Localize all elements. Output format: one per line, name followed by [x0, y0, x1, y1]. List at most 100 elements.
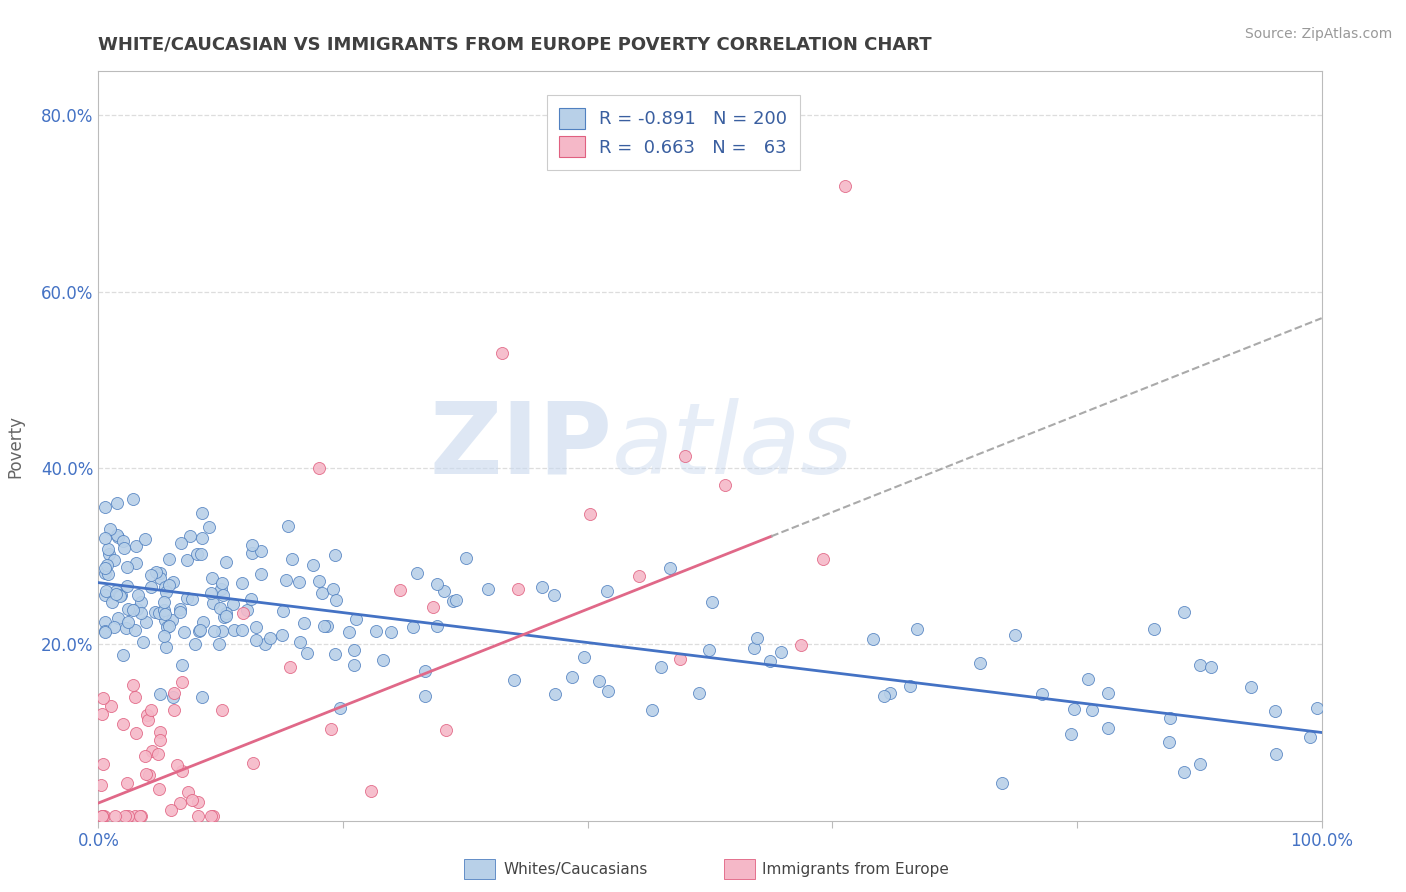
- Point: [208, 637, 231, 651]
- Point: [90, 778, 112, 792]
- Point: [149, 566, 172, 580]
- Point: [135, 615, 157, 629]
- Point: [295, 646, 318, 660]
- Point: [277, 519, 299, 533]
- Point: [1188, 658, 1211, 673]
- Point: [572, 650, 595, 665]
- Point: [1306, 700, 1329, 714]
- Point: [157, 552, 180, 566]
- Point: [108, 589, 131, 603]
- Point: [444, 593, 467, 607]
- Point: [236, 603, 259, 617]
- Point: [128, 809, 150, 823]
- Point: [1004, 628, 1026, 642]
- Point: [172, 764, 194, 779]
- Point: [433, 583, 456, 598]
- Point: [136, 713, 159, 727]
- Point: [288, 634, 311, 648]
- Point: [389, 582, 412, 597]
- Point: [1031, 687, 1053, 701]
- Point: [1059, 727, 1081, 741]
- Text: Source: ZipAtlas.com: Source: ZipAtlas.com: [1244, 27, 1392, 41]
- Point: [190, 624, 212, 638]
- Point: [103, 553, 125, 567]
- Point: [201, 571, 224, 585]
- Point: [673, 449, 696, 463]
- Point: [360, 783, 382, 797]
- Point: [222, 623, 245, 637]
- Point: [115, 776, 138, 790]
- Point: [180, 591, 202, 606]
- Point: [239, 591, 262, 606]
- Point: [598, 684, 620, 698]
- Point: [422, 599, 444, 614]
- Point: [308, 574, 330, 588]
- Point: [245, 633, 267, 648]
- Point: [103, 620, 125, 634]
- Point: [179, 529, 201, 543]
- Point: [1159, 711, 1181, 725]
- Point: [834, 178, 856, 193]
- Point: [215, 608, 238, 623]
- Point: [125, 602, 148, 616]
- Point: [93, 615, 115, 629]
- Point: [215, 606, 238, 620]
- Point: [134, 749, 156, 764]
- Point: [1081, 703, 1104, 717]
- Point: [191, 531, 214, 545]
- Y-axis label: Poverty: Poverty: [7, 415, 24, 477]
- Point: [166, 757, 188, 772]
- Point: [111, 716, 134, 731]
- Point: [530, 580, 553, 594]
- Point: [415, 664, 437, 678]
- Point: [543, 588, 565, 602]
- Point: [201, 596, 224, 610]
- Point: [544, 688, 567, 702]
- Point: [107, 611, 129, 625]
- Point: [294, 616, 316, 631]
- Legend: R = -0.891   N = 200, R =  0.663   N =   63: R = -0.891 N = 200, R = 0.663 N = 63: [547, 95, 800, 169]
- Point: [222, 597, 245, 611]
- Point: [169, 605, 191, 619]
- Point: [344, 612, 367, 626]
- Point: [191, 615, 214, 630]
- Point: [157, 619, 180, 633]
- Point: [170, 675, 193, 690]
- Point: [688, 686, 710, 700]
- Point: [139, 580, 162, 594]
- Point: [322, 582, 344, 596]
- Point: [111, 533, 134, 548]
- Point: [93, 531, 115, 545]
- Point: [198, 519, 221, 533]
- Point: [426, 576, 449, 591]
- Point: [98, 522, 121, 536]
- Point: [1264, 704, 1286, 718]
- Point: [105, 527, 128, 541]
- Point: [139, 568, 162, 582]
- Point: [302, 558, 325, 572]
- Point: [898, 679, 921, 693]
- Point: [627, 569, 650, 583]
- Point: [160, 614, 183, 628]
- Point: [162, 690, 184, 704]
- Text: ZIP: ZIP: [429, 398, 612, 494]
- Point: [1097, 721, 1119, 735]
- Point: [323, 548, 346, 562]
- Point: [742, 640, 765, 655]
- Point: [180, 793, 202, 807]
- Point: [250, 544, 273, 558]
- Point: [714, 478, 737, 492]
- Point: [242, 537, 264, 551]
- Point: [441, 594, 464, 608]
- Point: [93, 625, 115, 640]
- Point: [149, 571, 172, 585]
- Point: [90, 809, 112, 823]
- Point: [211, 624, 233, 638]
- Point: [104, 809, 127, 823]
- Text: WHITE/CAUCASIAN VS IMMIGRANTS FROM EUROPE POVERTY CORRELATION CHART: WHITE/CAUCASIAN VS IMMIGRANTS FROM EUROP…: [98, 36, 932, 54]
- Text: Whites/Caucasians: Whites/Caucasians: [503, 863, 648, 877]
- Point: [143, 605, 166, 619]
- Point: [93, 588, 115, 602]
- Point: [271, 628, 294, 642]
- Point: [141, 744, 163, 758]
